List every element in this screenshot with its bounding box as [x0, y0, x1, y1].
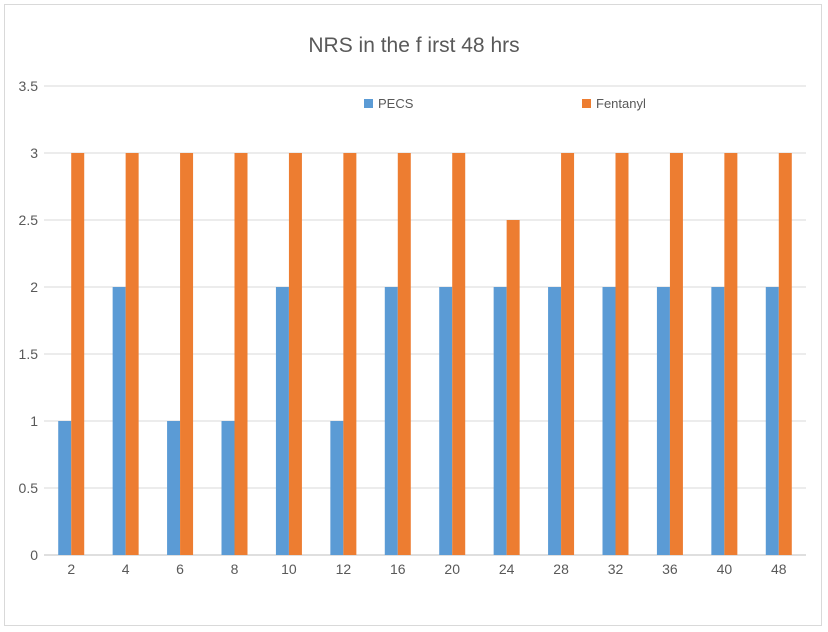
bar-fentanyl: [669, 153, 683, 555]
bar-pecs: [656, 287, 670, 555]
chart-title: NRS in the f irst 48 hrs: [308, 34, 519, 57]
legend-swatch-pecs: [364, 99, 373, 108]
bar-fentanyl: [343, 153, 357, 555]
bar-fentanyl: [452, 153, 466, 555]
y-tick-label: 0: [30, 547, 38, 563]
bar-pecs: [439, 287, 453, 555]
bar-fentanyl: [125, 153, 139, 555]
legend: PECS Fentanyl: [364, 96, 646, 111]
bar-pecs: [112, 287, 126, 555]
y-tick-label: 3.5: [19, 78, 39, 94]
bars: [58, 153, 792, 555]
bar-fentanyl: [71, 153, 85, 555]
legend-label-fentanyl: Fentanyl: [596, 96, 646, 111]
y-tick-label: 1.5: [19, 346, 39, 362]
bar-fentanyl: [234, 153, 248, 555]
bar-fentanyl: [561, 153, 575, 555]
y-axis-tick-labels: 0 0.5 1 1.5 2 2.5 3 3.5: [19, 78, 39, 563]
x-tick-label: 48: [771, 561, 787, 577]
gridlines: [44, 85, 806, 556]
bar-pecs: [602, 287, 616, 555]
x-tick-label: 28: [553, 561, 569, 577]
bar-pecs: [221, 421, 235, 555]
legend-swatch-fentanyl: [582, 99, 591, 108]
y-tick-label: 0.5: [19, 480, 39, 496]
x-tick-label: 12: [336, 561, 352, 577]
bar-pecs: [167, 421, 181, 555]
bar-pecs: [330, 421, 344, 555]
x-tick-label: 36: [662, 561, 678, 577]
y-tick-label: 2.5: [19, 212, 39, 228]
bar-pecs: [548, 287, 562, 555]
bar-pecs: [58, 421, 72, 555]
x-tick-label: 10: [281, 561, 297, 577]
chart-frame: [4, 4, 822, 626]
x-tick-label: 2: [67, 561, 75, 577]
y-tick-label: 2: [30, 279, 38, 295]
y-tick-label: 1: [30, 413, 38, 429]
bar-fentanyl: [288, 153, 302, 555]
x-axis-tick-labels: 2 4 6 8 10 12 16 20 24 28 32 36 40 48: [67, 561, 786, 577]
bar-pecs: [765, 287, 779, 555]
x-tick-label: 20: [444, 561, 460, 577]
y-tick-label: 3: [30, 145, 38, 161]
bar-pecs: [275, 287, 289, 555]
x-tick-label: 40: [717, 561, 733, 577]
bar-fentanyl: [506, 220, 520, 555]
bar-pecs: [493, 287, 507, 555]
bar-pecs: [711, 287, 725, 555]
bar-fentanyl: [615, 153, 629, 555]
x-tick-label: 8: [231, 561, 239, 577]
x-tick-label: 6: [176, 561, 184, 577]
x-tick-label: 4: [122, 561, 130, 577]
bar-fentanyl: [397, 153, 411, 555]
x-tick-label: 32: [608, 561, 624, 577]
bar-fentanyl: [180, 153, 194, 555]
bar-pecs: [384, 287, 398, 555]
x-tick-label: 24: [499, 561, 515, 577]
bar-fentanyl: [778, 153, 792, 555]
x-tick-label: 16: [390, 561, 406, 577]
bar-fentanyl: [724, 153, 738, 555]
legend-label-pecs: PECS: [378, 96, 414, 111]
